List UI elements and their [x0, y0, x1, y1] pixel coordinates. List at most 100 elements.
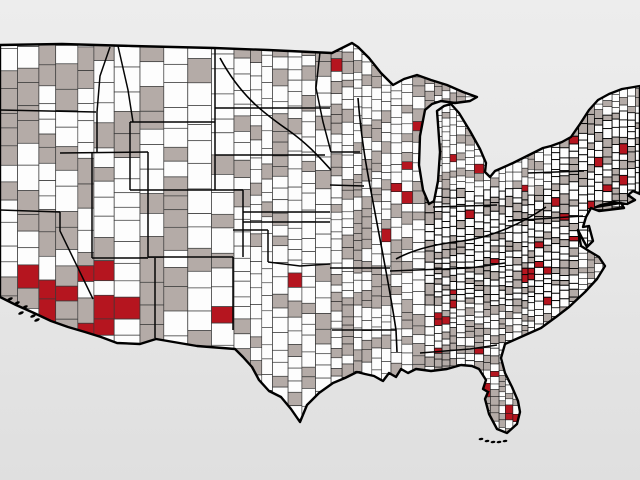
county-cell	[465, 106, 475, 116]
county-cell	[602, 128, 613, 140]
county-cell	[315, 43, 332, 53]
county-cell	[490, 383, 500, 390]
county-cell	[627, 327, 636, 333]
county-cell	[498, 115, 506, 123]
county-cell	[528, 441, 535, 447]
county-cell	[635, 283, 640, 291]
county-cell	[361, 300, 373, 308]
county-cell	[113, 334, 141, 362]
county-cell	[594, 326, 604, 335]
county-cell	[361, 412, 373, 423]
county-cell	[315, 170, 332, 190]
county-cell	[543, 251, 553, 261]
county-cell	[483, 347, 491, 356]
county-cell	[449, 317, 457, 324]
county-cell	[449, 144, 457, 155]
county-cell	[594, 400, 604, 408]
county-cell	[594, 372, 604, 382]
county-cell	[594, 216, 604, 224]
county-cell	[449, 274, 458, 282]
county-cell	[602, 360, 613, 368]
county-cell	[527, 90, 535, 99]
county-cell	[568, 425, 579, 432]
county-cell	[353, 279, 363, 293]
county-cell	[139, 61, 165, 87]
county-cell	[587, 57, 595, 65]
county-cell	[456, 228, 466, 237]
county-cell	[560, 465, 569, 474]
county-cell	[465, 373, 475, 382]
county-cell	[543, 283, 553, 293]
county-cell	[233, 115, 251, 132]
county-cell	[498, 266, 506, 273]
county-cell	[587, 353, 595, 360]
county-cell	[113, 404, 141, 424]
county-cell	[55, 331, 79, 352]
county-cell	[342, 440, 354, 448]
county-cell	[412, 85, 426, 97]
county-cell	[341, 416, 354, 430]
county-cell	[484, 458, 491, 463]
county-cell	[315, 247, 332, 265]
county-cell	[113, 423, 141, 433]
county-cell	[528, 447, 535, 453]
county-cell	[594, 427, 604, 433]
county-cell	[412, 395, 426, 404]
county-cell	[618, 193, 629, 202]
county-cell	[0, 181, 18, 201]
county-cell	[353, 404, 363, 416]
county-cell	[551, 400, 561, 408]
county-cell	[301, 171, 316, 184]
county-cell	[505, 305, 514, 312]
county-cell	[534, 426, 544, 433]
county-cell	[353, 233, 363, 241]
county-cell	[512, 377, 523, 383]
county-cell	[619, 353, 628, 360]
county-cell	[457, 456, 466, 463]
county-cell	[559, 233, 570, 241]
county-cell	[568, 174, 580, 183]
county-cell	[612, 450, 619, 456]
county-cell	[504, 206, 514, 217]
county-cell	[568, 282, 580, 290]
county-cell	[371, 417, 382, 428]
county-cell	[464, 243, 475, 251]
county-cell	[424, 130, 435, 140]
county-cell	[490, 328, 500, 337]
county-cell	[390, 183, 403, 193]
county-cell	[474, 429, 484, 433]
county-cell	[522, 457, 528, 462]
county-cell	[301, 43, 316, 57]
county-cell	[627, 310, 636, 317]
county-cell	[635, 438, 640, 447]
county-cell	[611, 238, 620, 247]
county-cell	[473, 251, 485, 261]
county-cell	[611, 107, 620, 114]
county-cell	[587, 70, 595, 77]
county-cell	[371, 171, 382, 179]
county-cell	[17, 247, 40, 266]
county-cell	[341, 218, 354, 228]
county-cell	[588, 471, 595, 477]
county-cell	[627, 146, 636, 153]
county-cell	[353, 196, 363, 211]
county-cell	[504, 281, 514, 288]
county-cell	[521, 120, 529, 130]
county-cell	[401, 92, 413, 106]
county-cell	[250, 246, 263, 262]
county-cell	[504, 299, 514, 307]
county-cell	[301, 351, 316, 368]
county-cell	[362, 462, 372, 469]
county-cell	[635, 338, 640, 347]
county-cell	[250, 89, 263, 106]
county-cell	[301, 313, 316, 325]
county-cell	[371, 387, 382, 397]
county-cell	[412, 411, 426, 421]
county-cell	[465, 70, 475, 79]
county-cell	[489, 258, 500, 265]
county-cell	[390, 274, 403, 287]
county-cell	[483, 431, 491, 433]
county-cell	[55, 249, 79, 267]
county-cell	[483, 250, 491, 258]
